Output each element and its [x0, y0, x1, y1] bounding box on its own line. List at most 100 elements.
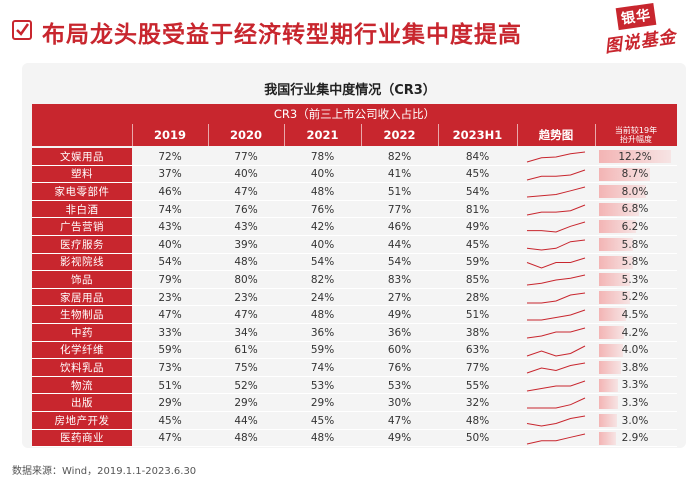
change-bar [599, 220, 636, 234]
value-cell: 59% [465, 256, 490, 269]
industry-label: 化学纤维 [32, 341, 132, 360]
industry-label: 生物制品 [32, 306, 132, 324]
value-cell: 49% [387, 432, 412, 445]
value-cell: 84% [465, 150, 490, 163]
trend-line [526, 327, 586, 339]
value-cell: 76% [387, 361, 412, 374]
header-corner [32, 124, 132, 146]
trend-line [527, 397, 586, 409]
trend-sparkline [526, 204, 586, 216]
value-cell: 53% [310, 379, 335, 392]
value-cell: 45% [465, 168, 490, 181]
trend-line [526, 362, 586, 374]
header-separator [438, 124, 439, 146]
row-divider [32, 375, 677, 377]
change-bar [599, 396, 619, 410]
value-cell: 29% [158, 397, 182, 410]
trend-line [527, 309, 586, 321]
change-cell: 5.8% [599, 255, 671, 269]
value-cell: 51% [387, 185, 412, 198]
value-cell: 39% [234, 238, 258, 251]
trend-line [526, 274, 586, 286]
value-cell: 48% [234, 256, 258, 269]
row-divider [32, 270, 677, 272]
trend-line [526, 204, 586, 216]
value-cell: 48% [310, 432, 335, 445]
column-header: 2023H1 [452, 128, 503, 142]
trend-sparkline [527, 292, 586, 304]
change-cell: 4.5% [599, 308, 671, 322]
value-cell: 37% [158, 168, 182, 181]
value-cell: 28% [465, 291, 490, 304]
change-cell: 8.7% [599, 167, 671, 181]
change-value: 6.8% [621, 203, 649, 216]
table-banner: CR3（前三上市公司收入占比） [32, 104, 677, 124]
industry-label: 非白酒 [32, 200, 132, 219]
trend-header: 趋势图 [538, 128, 574, 142]
change-cell: 5.8% [599, 238, 671, 251]
value-cell: 48% [234, 432, 258, 445]
trend-sparkline [527, 397, 586, 409]
change-bar [599, 238, 634, 251]
row-divider [32, 182, 677, 184]
change-bar [599, 431, 617, 445]
change-bar [599, 414, 617, 427]
value-cell: 36% [387, 326, 412, 339]
table-row: 文娱用品 72% 77% 78% 82% 84% 12.2% [32, 148, 677, 166]
change-cell: 3.3% [599, 378, 671, 392]
column-header: 2022 [383, 128, 416, 142]
header-separator [595, 124, 596, 146]
value-cell: 72% [158, 150, 182, 163]
industry-label: 医疗服务 [32, 236, 132, 254]
change-bar [599, 361, 622, 375]
table-row: 家居用品 23% 23% 24% 27% 28% 5.2% [32, 288, 677, 307]
row-divider [32, 340, 677, 342]
value-cell: 81% [465, 203, 490, 216]
change-cell: 8.0% [599, 185, 671, 199]
value-cell: 53% [387, 379, 412, 392]
change-cell: 3.8% [599, 361, 671, 375]
table-row: 广告营销 43% 43% 42% 46% 49% 6.2% [32, 218, 677, 236]
change-value: 5.8% [621, 238, 649, 251]
value-cell: 79% [158, 273, 182, 286]
change-value: 5.8% [621, 256, 649, 269]
logo-bottom-text: 图说基金 [603, 27, 678, 58]
value-cell: 54% [158, 256, 182, 269]
value-cell: 44% [234, 414, 258, 427]
change-bar [599, 167, 651, 181]
change-value: 4.5% [621, 308, 649, 321]
header-separator [517, 124, 518, 146]
table-row: 影视院线 54% 48% 54% 54% 59% 5.8% [32, 253, 677, 272]
value-cell: 63% [465, 344, 490, 357]
value-cell: 77% [465, 361, 490, 374]
change-cell: 4.2% [599, 326, 671, 339]
trend-sparkline [526, 169, 586, 181]
change-value: 5.3% [621, 273, 649, 286]
value-cell: 48% [310, 185, 335, 198]
value-cell: 29% [310, 397, 335, 410]
data-source: 数据来源：Wind，2019.1.1-2023.6.30 [12, 466, 197, 477]
table-row: 房地产开发 45% 44% 45% 47% 48% 3.0% [32, 412, 677, 430]
row-divider [32, 305, 677, 307]
value-cell: 45% [310, 414, 335, 427]
table-header-row: 2019 2020 2021 2022 2023H1 趋势图 当前较19年 抬升幅度 [32, 124, 677, 146]
value-cell: 77% [234, 150, 258, 163]
header-separator [132, 124, 133, 146]
value-cell: 55% [465, 379, 490, 392]
value-cell: 78% [310, 150, 335, 163]
value-cell: 40% [310, 238, 335, 251]
trend-sparkline [526, 345, 586, 357]
trend-sparkline [526, 415, 586, 427]
change-header-line2: 抬升幅度 [620, 135, 652, 144]
table-row: 饰品 79% 80% 82% 83% 85% 5.3% [32, 271, 677, 289]
trend-line [526, 151, 586, 163]
value-cell: 30% [387, 397, 412, 410]
trend-sparkline [527, 221, 586, 233]
value-cell: 45% [158, 414, 182, 427]
table-row: 生物制品 47% 47% 48% 49% 51% 4.5% [32, 306, 677, 324]
trend-sparkline [526, 151, 586, 163]
industry-label: 广告营销 [32, 218, 132, 236]
industry-label: 出版 [32, 394, 132, 412]
value-cell: 60% [387, 344, 412, 357]
value-cell: 76% [310, 203, 335, 216]
